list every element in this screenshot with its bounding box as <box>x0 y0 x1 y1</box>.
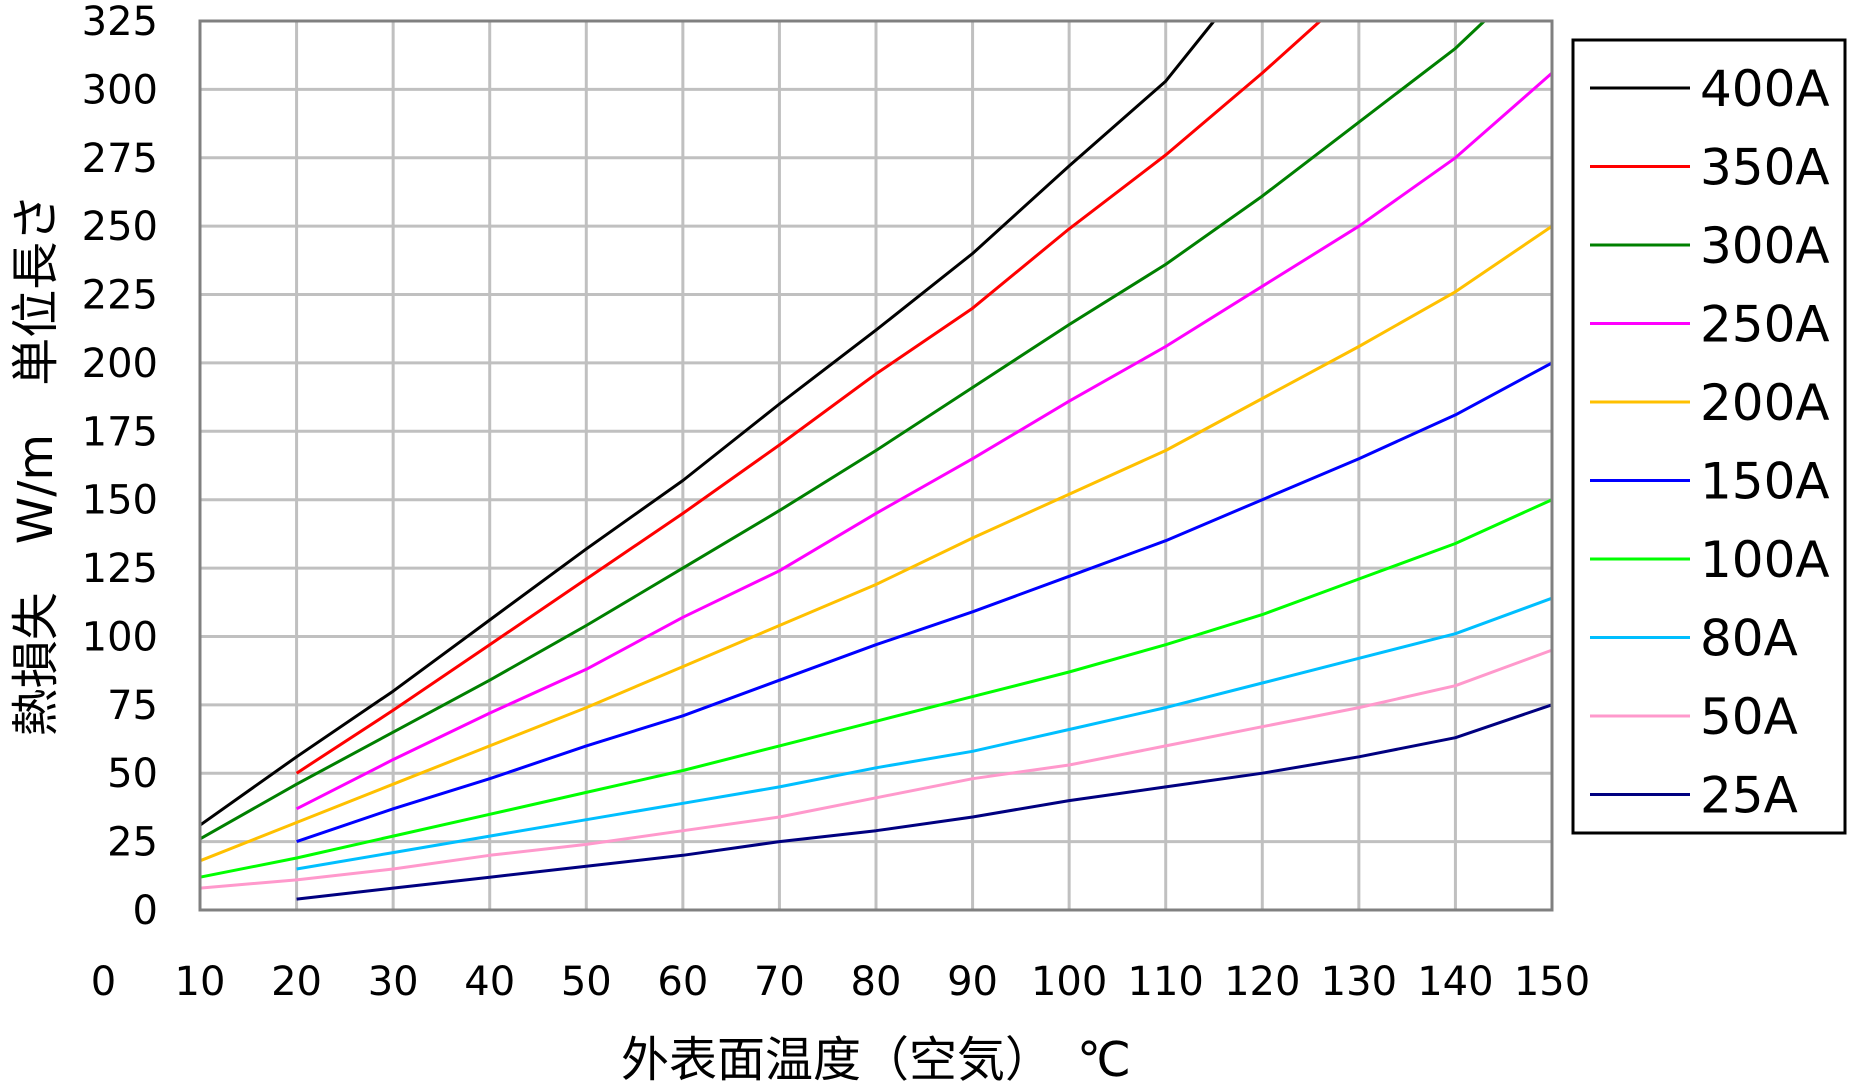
legend-box <box>1571 38 1847 835</box>
y-tick-label: 100 <box>82 614 158 660</box>
y-axis-title: 熱損失 W/m 単位長さ <box>8 194 64 736</box>
legend-label: 400A <box>1700 60 1830 118</box>
x-tick-label: 40 <box>464 959 515 1005</box>
x-tick-label: 140 <box>1417 959 1493 1005</box>
legend: 400A 350A 300A 250A 200A 150A 100A 80A 50A 25A <box>1571 38 1847 835</box>
y-tick-label: 325 <box>82 0 158 45</box>
legend-label: 50A <box>1700 688 1798 746</box>
series-line-300A <box>199 19 1486 841</box>
x-tick-label: 60 <box>657 959 708 1005</box>
x-tick-label: 150 <box>1514 959 1590 1005</box>
x-tick-label: 130 <box>1321 959 1397 1005</box>
legend-label: 80A <box>1700 610 1798 668</box>
y-tick-label: 75 <box>107 683 158 729</box>
series-line-150A <box>296 361 1553 844</box>
legend-label: 350A <box>1700 139 1830 197</box>
grid <box>200 21 1552 910</box>
series-line-400A <box>199 20 1216 827</box>
x-axis-ticks: 0 10 20 30 40 50 60 70 80 90 100 110 120 130 140 150 <box>91 959 1590 1005</box>
y-tick-label: 275 <box>82 136 158 182</box>
y-tick-label: 175 <box>82 409 158 455</box>
legend-label: 200A <box>1700 374 1830 432</box>
x-tick-label: 20 <box>271 959 322 1005</box>
x-axis-title: 外表面温度（空気） ℃ <box>621 1032 1131 1088</box>
y-tick-label: 300 <box>82 67 158 113</box>
x-tick-label: 70 <box>754 959 805 1005</box>
legend-label: 300A <box>1700 217 1830 275</box>
y-tick-label: 200 <box>82 341 158 387</box>
y-axis-ticks: 0 25 50 75 100 125 150 175 200 225 250 275 300 325 <box>82 0 158 934</box>
x-tick-label: 90 <box>947 959 998 1005</box>
legend-label: 150A <box>1700 453 1830 511</box>
series-line-200A <box>199 224 1553 863</box>
y-tick-label: 125 <box>82 546 158 592</box>
x-tick-label: 0 <box>91 959 116 1005</box>
y-tick-label: 250 <box>82 204 158 250</box>
x-tick-label: 10 <box>175 959 226 1005</box>
series-line-80A <box>296 596 1553 871</box>
series-line-25A <box>296 703 1553 901</box>
x-tick-label: 120 <box>1224 959 1300 1005</box>
x-tick-label: 50 <box>561 959 612 1005</box>
series-line-100A <box>199 498 1553 879</box>
legend-label: 25A <box>1700 767 1798 825</box>
plot-frame <box>198 19 1554 912</box>
series-line-250A <box>295 71 1553 811</box>
x-tick-label: 110 <box>1128 959 1204 1005</box>
y-tick-label: 50 <box>107 751 158 797</box>
legend-label: 100A <box>1700 531 1830 589</box>
y-tick-label: 150 <box>82 478 158 524</box>
legend-items: 400A 350A 300A 250A 200A 150A 100A 80A 50A 25A <box>1590 60 1830 825</box>
series-line-350A <box>295 19 1322 775</box>
x-tick-label: 80 <box>851 959 902 1005</box>
x-tick-label: 100 <box>1031 959 1107 1005</box>
y-tick-label: 0 <box>133 888 158 934</box>
series-line-50A <box>199 648 1553 890</box>
x-tick-label: 30 <box>368 959 419 1005</box>
y-tick-label: 225 <box>82 273 158 319</box>
series-lines <box>199 19 1553 901</box>
legend-label: 250A <box>1700 296 1830 354</box>
y-tick-label: 25 <box>107 820 158 866</box>
